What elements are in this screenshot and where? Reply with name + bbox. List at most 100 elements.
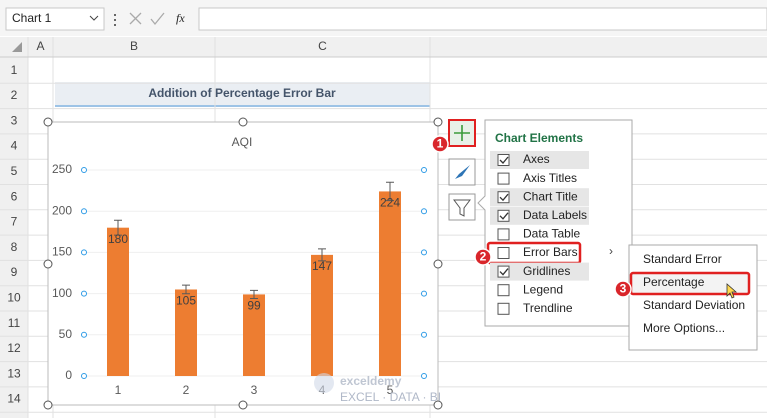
error-bar-submenu bbox=[628, 244, 758, 351]
watermark-tagline: EXCEL · DATA · BI bbox=[340, 390, 441, 404]
error-bar bbox=[114, 219, 122, 236]
row-header: 1 bbox=[11, 63, 18, 77]
resize-handle[interactable] bbox=[433, 117, 443, 127]
gridline-selection-handle bbox=[81, 167, 87, 173]
title-cell-bg bbox=[55, 82, 430, 106]
chart-elements-button[interactable] bbox=[448, 119, 476, 147]
chart-element-item[interactable]: Axes bbox=[523, 152, 550, 166]
column-header: B bbox=[130, 39, 138, 53]
name-box[interactable] bbox=[5, 7, 105, 31]
resize-handle[interactable] bbox=[43, 259, 53, 269]
row-header: 6 bbox=[11, 189, 18, 203]
error-bar bbox=[182, 284, 190, 295]
watermark-brand: exceldemy bbox=[340, 374, 402, 388]
mouse-cursor bbox=[726, 283, 738, 299]
y-tick-label: 50 bbox=[59, 327, 73, 341]
step-badge bbox=[614, 280, 632, 298]
checkmark bbox=[499, 212, 509, 220]
resize-handle[interactable] bbox=[433, 259, 443, 269]
data-label: 224 bbox=[380, 196, 400, 210]
resize-handle[interactable] bbox=[433, 400, 443, 410]
submenu-item[interactable]: Standard Deviation bbox=[643, 298, 745, 312]
x-tick-label: 5 bbox=[387, 383, 394, 397]
checkbox[interactable] bbox=[497, 191, 510, 204]
data-label: 147 bbox=[312, 259, 332, 273]
item-highlight bbox=[490, 188, 589, 207]
bar bbox=[175, 289, 197, 376]
bar bbox=[107, 227, 129, 376]
name-box-dropdown[interactable] bbox=[89, 15, 99, 21]
chart-element-item[interactable]: Trendline bbox=[523, 301, 573, 315]
column-header: C bbox=[318, 39, 327, 53]
gridline-selection-handle bbox=[81, 290, 87, 297]
data-label: 99 bbox=[247, 299, 261, 313]
checkbox[interactable] bbox=[497, 284, 510, 297]
error-bar bbox=[386, 181, 394, 202]
error-bar bbox=[318, 248, 326, 262]
chart-element-item[interactable]: Gridlines bbox=[523, 264, 570, 278]
checkbox[interactable] bbox=[497, 209, 510, 222]
y-tick-label: 150 bbox=[52, 245, 72, 259]
checkbox[interactable] bbox=[497, 228, 510, 241]
chart-element-item[interactable]: Error Bars bbox=[523, 245, 578, 259]
row-header-strip bbox=[0, 57, 28, 418]
row-header: 2 bbox=[11, 88, 18, 102]
resize-handle[interactable] bbox=[238, 400, 248, 410]
select-all[interactable] bbox=[12, 42, 22, 52]
chart-element-item[interactable]: Data Table bbox=[523, 227, 580, 241]
step-number: 2 bbox=[480, 250, 487, 264]
submenu-item[interactable]: Standard Error bbox=[643, 252, 722, 266]
gridline-selection-handle bbox=[421, 167, 427, 173]
chart-element-item[interactable]: Axis Titles bbox=[523, 171, 577, 185]
step-badge bbox=[431, 135, 449, 153]
filter-icon bbox=[453, 199, 471, 217]
panel-title: Chart Elements bbox=[495, 131, 583, 145]
highlight-box bbox=[629, 271, 751, 296]
formula-input[interactable] bbox=[198, 7, 767, 31]
gridline-selection-handle bbox=[421, 373, 427, 379]
gridline-selection-handle bbox=[421, 249, 427, 256]
item-highlight bbox=[490, 151, 589, 169]
row-header: 8 bbox=[11, 240, 18, 254]
chart-element-item[interactable]: Data Labels bbox=[523, 208, 587, 222]
resize-handle[interactable] bbox=[43, 117, 53, 127]
data-label: 180 bbox=[108, 232, 128, 246]
checkbox[interactable] bbox=[497, 172, 510, 185]
gridline-selection-handle bbox=[421, 290, 427, 297]
submenu-item[interactable]: Percentage bbox=[643, 275, 705, 289]
chart-element-item[interactable]: Chart Title bbox=[523, 189, 578, 203]
row-header: 14 bbox=[7, 392, 21, 406]
checkbox[interactable] bbox=[497, 154, 510, 166]
gridline-selection-handle bbox=[81, 331, 87, 338]
x-tick-label: 2 bbox=[183, 383, 190, 397]
column-header-strip bbox=[0, 37, 767, 57]
x-tick-label: 3 bbox=[251, 383, 258, 397]
chart-filters-button[interactable] bbox=[448, 193, 476, 221]
row-header: 5 bbox=[11, 164, 18, 178]
row-header: 9 bbox=[11, 265, 18, 279]
row-header: 13 bbox=[7, 366, 21, 380]
row-header: 3 bbox=[11, 113, 18, 127]
checkbox[interactable] bbox=[497, 302, 510, 315]
resize-handle[interactable] bbox=[43, 400, 53, 410]
step-badge bbox=[474, 248, 492, 266]
checkbox[interactable] bbox=[497, 265, 510, 278]
data-label: 105 bbox=[176, 294, 196, 308]
checkbox[interactable] bbox=[497, 247, 510, 259]
chart-element-item[interactable]: Legend bbox=[523, 282, 563, 296]
row-header: 10 bbox=[7, 291, 21, 305]
resize-handle[interactable] bbox=[238, 117, 248, 127]
title-cell: Addition of Percentage Error Bar bbox=[148, 86, 336, 100]
fx-icon[interactable]: fx bbox=[176, 11, 185, 25]
row-header: 4 bbox=[11, 139, 18, 153]
checkmark bbox=[499, 156, 509, 164]
enter-icon[interactable] bbox=[150, 12, 165, 26]
bar bbox=[379, 191, 401, 376]
item-highlight bbox=[490, 206, 589, 225]
gridline-selection-handle bbox=[81, 249, 87, 256]
submenu-item[interactable]: More Options... bbox=[643, 321, 725, 335]
cancel-icon[interactable] bbox=[129, 12, 142, 25]
row-header: 7 bbox=[11, 215, 18, 229]
bar bbox=[243, 294, 265, 376]
gridline-selection-handle bbox=[421, 331, 427, 338]
